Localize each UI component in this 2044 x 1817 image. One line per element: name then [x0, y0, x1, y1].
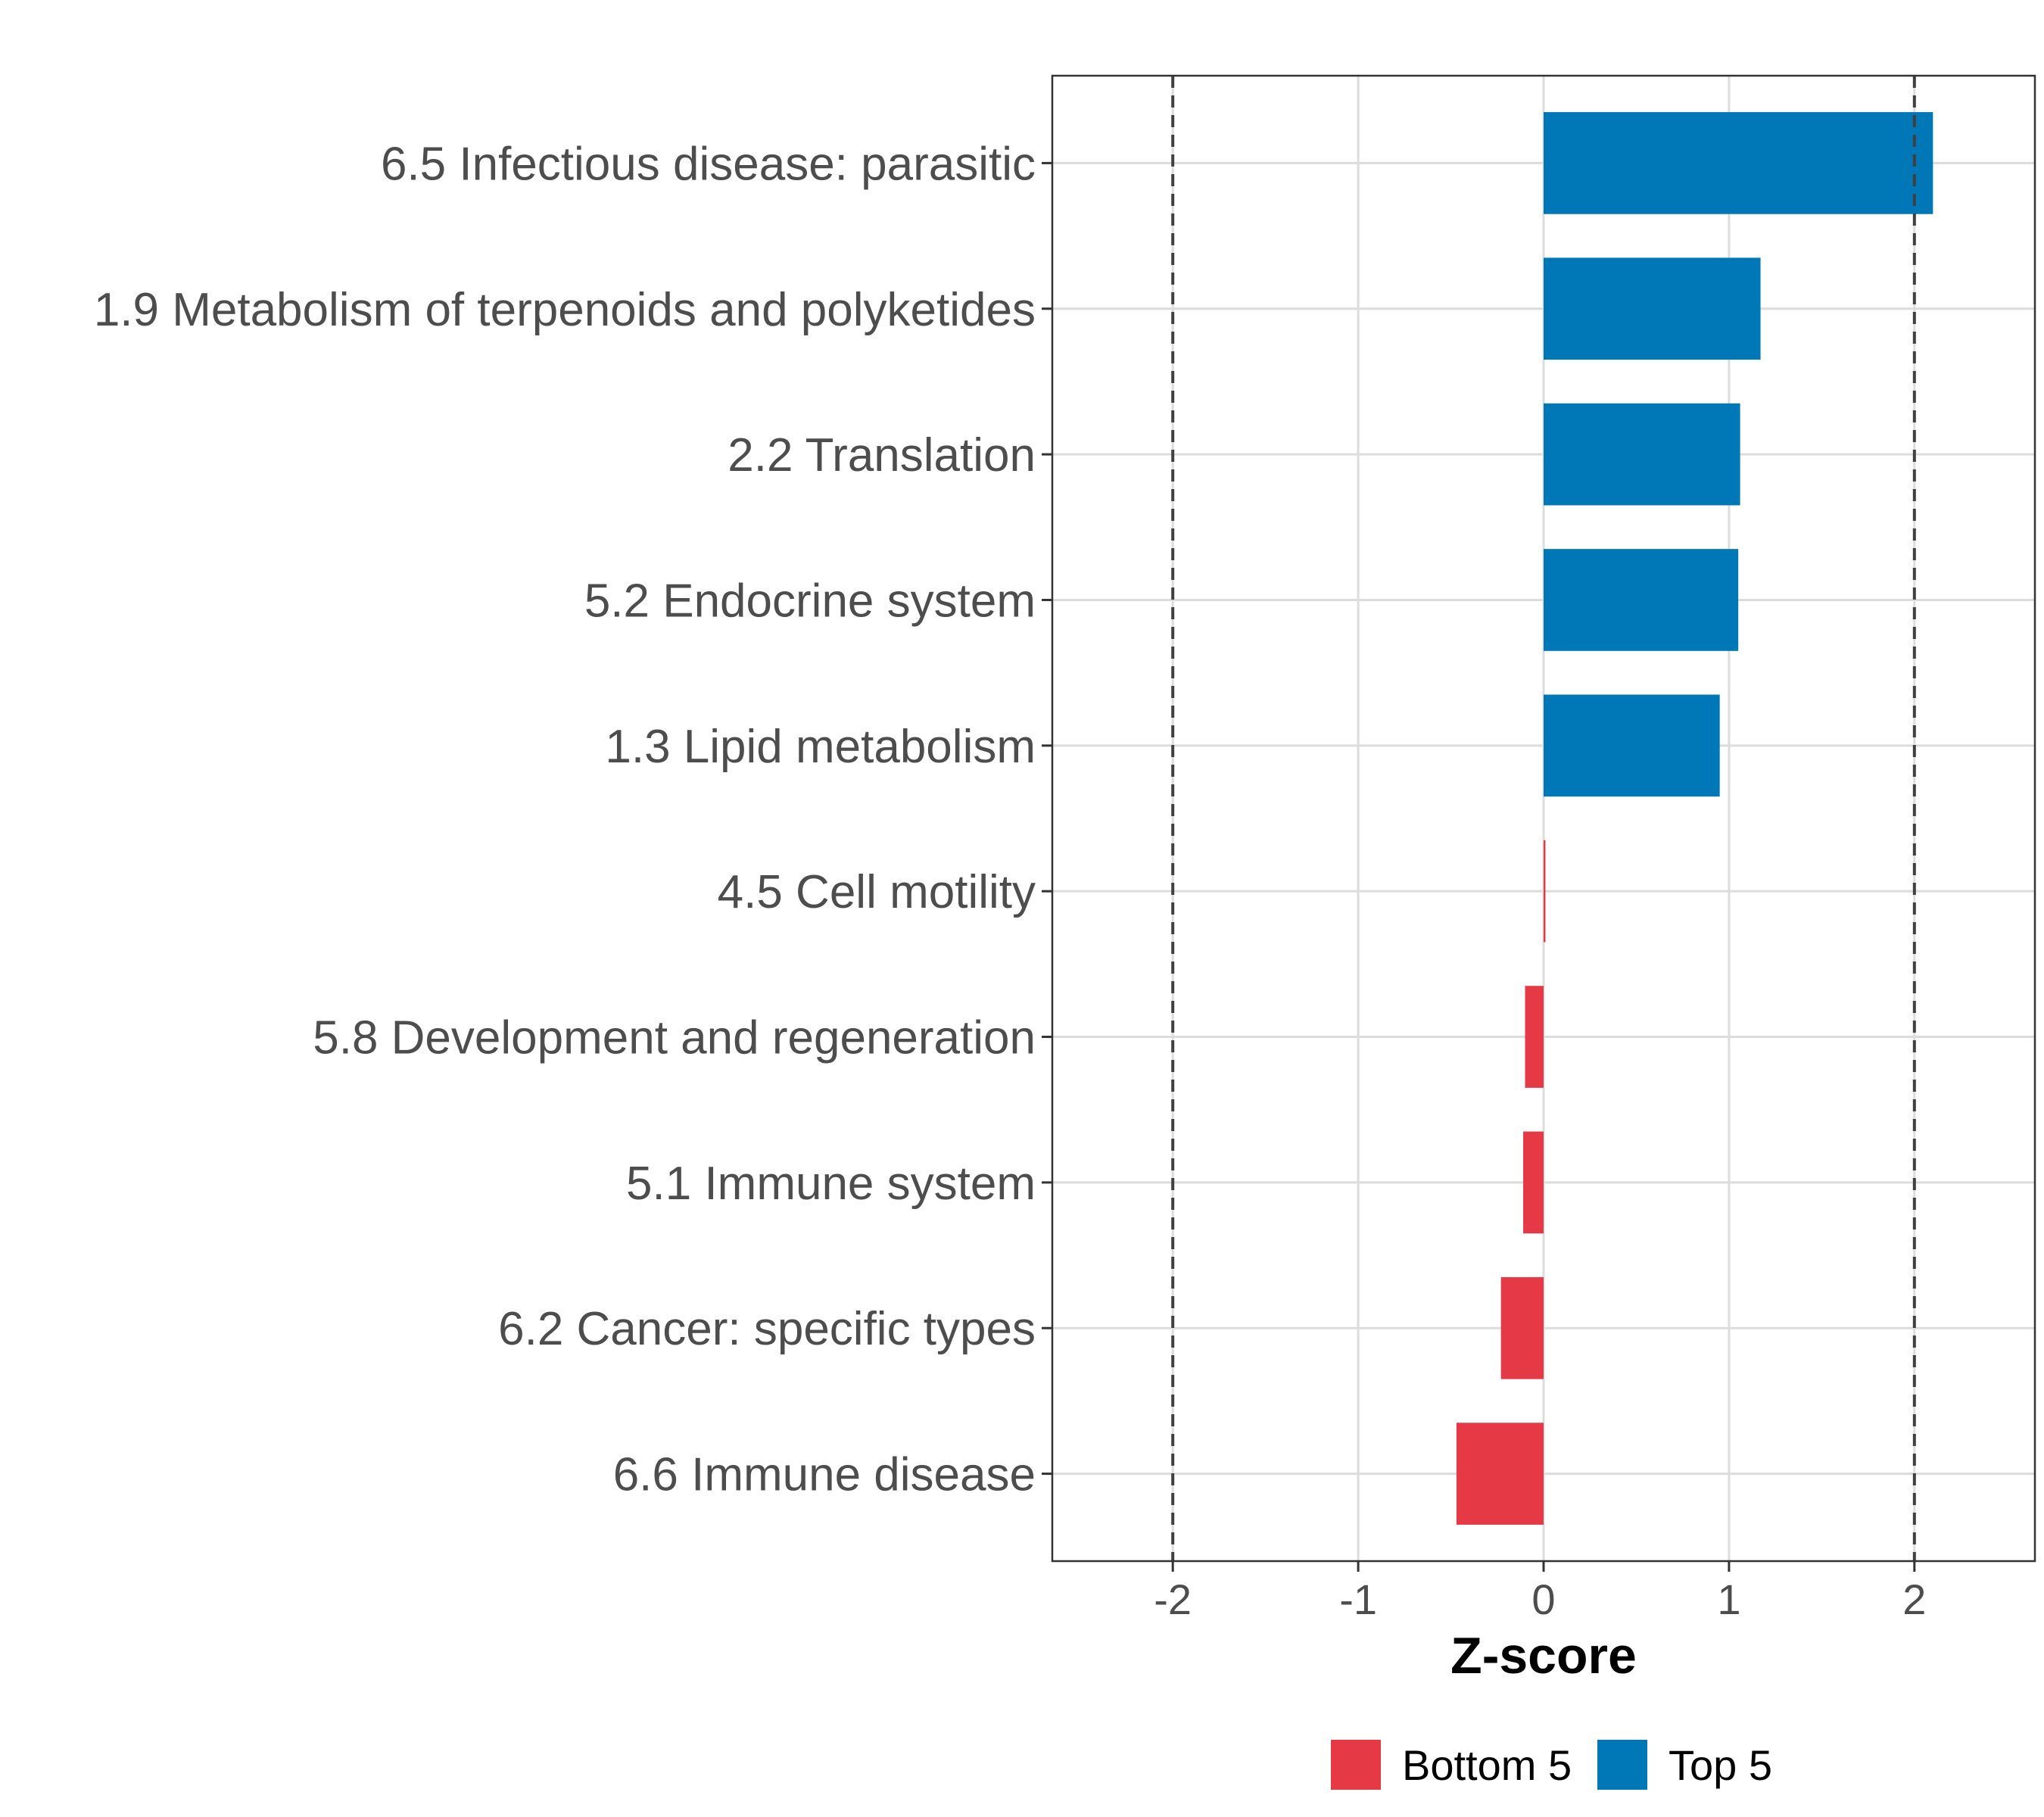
- bar: [1523, 1131, 1544, 1234]
- x-axis-title: Z-score: [1450, 1627, 1637, 1685]
- bar: [1544, 840, 1546, 943]
- x-tick-label: -1: [1339, 1575, 1377, 1623]
- x-tick-label: 0: [1531, 1575, 1555, 1623]
- legend-swatch: [1331, 1740, 1381, 1790]
- bar: [1456, 1423, 1544, 1525]
- category-label: 5.8 Development and regeneration: [313, 1012, 1036, 1064]
- bar: [1544, 112, 1933, 214]
- bar: [1544, 403, 1740, 506]
- bar: [1544, 694, 1720, 797]
- category-axis: 6.5 Infectious disease: parasitic 1.9 Met…: [94, 138, 1052, 1501]
- bar: [1500, 1276, 1544, 1379]
- bar: [1544, 549, 1739, 651]
- bar: [1544, 257, 1761, 360]
- legend-label: Top 5: [1669, 1741, 1772, 1789]
- x-axis: -2 -1 0 1 2: [1154, 1561, 1926, 1623]
- reference-lines: [1171, 76, 1916, 1561]
- legend: Bottom 5 Top 5: [1331, 1740, 1772, 1790]
- bars-group: [1456, 112, 1933, 1525]
- x-tick-label: -2: [1154, 1575, 1192, 1623]
- category-label: 4.5 Cell motility: [718, 866, 1036, 918]
- x-tick-label: 2: [1902, 1575, 1926, 1623]
- legend-label: Bottom 5: [1402, 1741, 1572, 1789]
- category-label: 1.9 Metabolism of terpenoids and polyket…: [94, 284, 1036, 336]
- category-label: 2.2 Translation: [728, 429, 1036, 482]
- legend-swatch: [1597, 1740, 1647, 1790]
- category-label: 6.6 Immune disease: [613, 1449, 1036, 1501]
- category-label: 6.5 Infectious disease: parasitic: [381, 138, 1036, 190]
- category-label: 5.1 Immune system: [626, 1158, 1036, 1210]
- category-label: 1.3 Lipid metabolism: [605, 721, 1036, 773]
- bar: [1525, 986, 1544, 1088]
- category-label: 6.2 Cancer: specific types: [498, 1303, 1036, 1355]
- category-label: 5.2 Endocrine system: [584, 575, 1036, 627]
- x-tick-label: 1: [1717, 1575, 1740, 1623]
